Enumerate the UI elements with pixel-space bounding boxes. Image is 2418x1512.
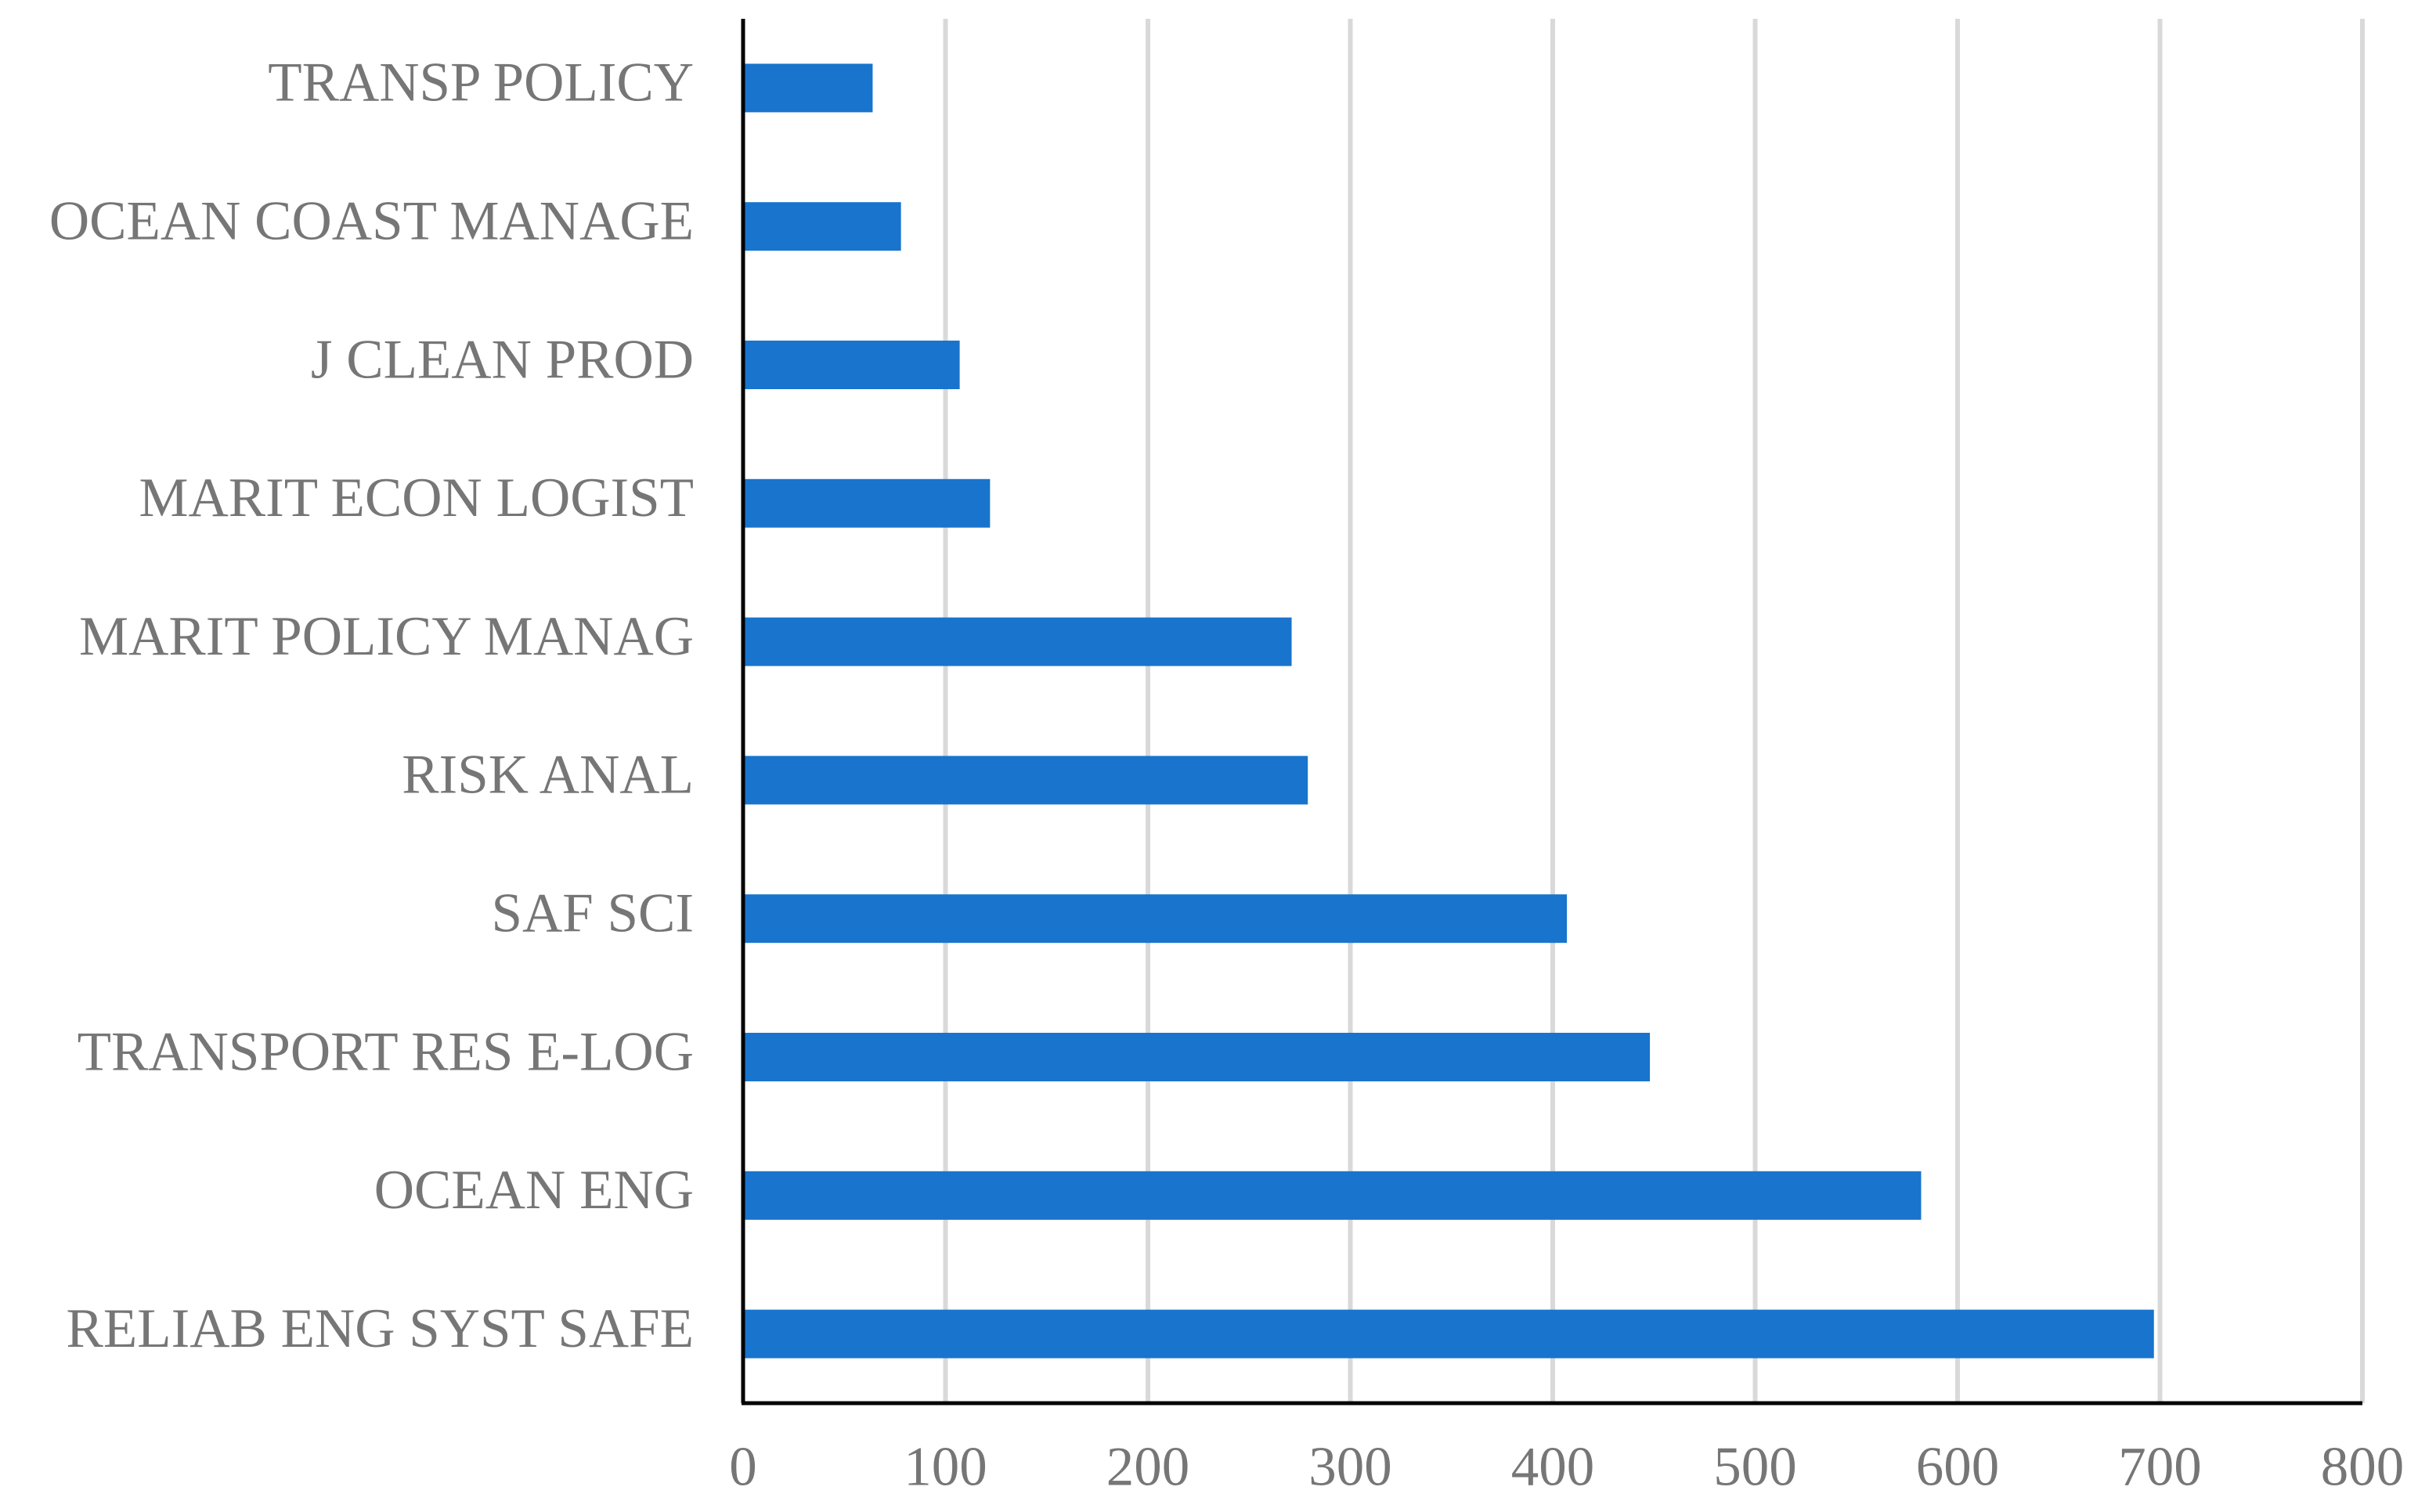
x-tick-label: 100 (904, 1436, 987, 1497)
y-tick-label: TRANSPORT RES E-LOG (78, 1021, 694, 1082)
y-tick-label: OCEAN COAST MANAGE (49, 190, 694, 251)
x-tick-label: 0 (729, 1436, 757, 1497)
bar (743, 894, 1568, 944)
bar (743, 617, 1292, 666)
bar (743, 1171, 1922, 1220)
y-tick-label: TRANSP POLICY (268, 52, 694, 114)
y-tick-label: OCEAN ENG (374, 1160, 694, 1221)
x-tick-label: 600 (1916, 1436, 2000, 1497)
bar (743, 1309, 2154, 1359)
x-tick-label: 200 (1106, 1436, 1190, 1497)
y-tick-label: RELIAB ENG SYST SAFE (67, 1298, 695, 1359)
y-tick-label: RISK ANAL (402, 745, 694, 806)
bar (743, 478, 991, 528)
x-tick-label: 800 (2321, 1436, 2405, 1497)
y-tick-label: MARIT POLICY MANAG (79, 606, 694, 667)
x-tick-label: 400 (1511, 1436, 1595, 1497)
bar (743, 63, 873, 113)
y-tick-label: MARIT ECON LOGIST (139, 467, 694, 529)
x-tick-label: 300 (1308, 1436, 1392, 1497)
bar (743, 756, 1308, 805)
bar (743, 341, 960, 389)
y-tick-label: SAF SCI (492, 882, 694, 944)
bar (743, 1033, 1651, 1081)
x-tick-label: 700 (2118, 1436, 2202, 1497)
bar (743, 202, 901, 251)
x-tick-label: 500 (1713, 1436, 1797, 1497)
y-tick-label: J CLEAN PROD (311, 329, 694, 390)
